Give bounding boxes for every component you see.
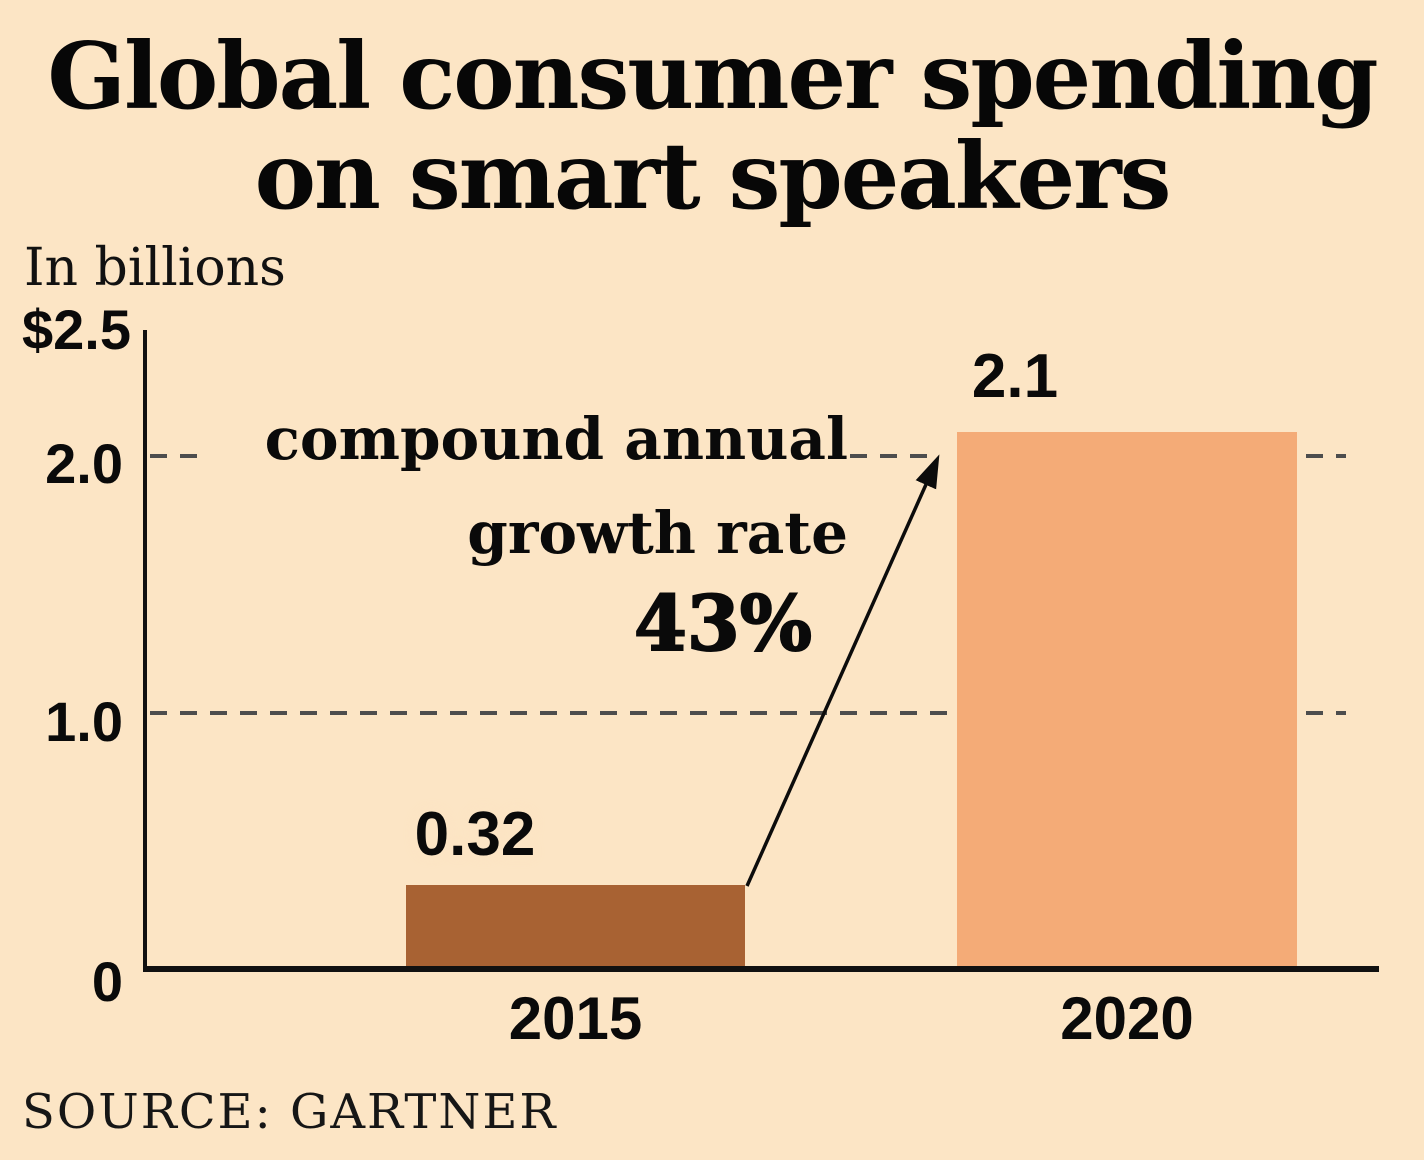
growth-rate-annotation: compound annual growth rate 43%	[264, 392, 848, 669]
y-axis-tick-0: 0	[91, 950, 123, 1013]
chart-title-line1: Global consumer spending	[47, 22, 1378, 130]
x-axis-line	[143, 966, 1379, 972]
bar-value-label-2020: 2.1	[971, 342, 1059, 411]
x-axis-label-2020: 2020	[1060, 985, 1194, 1052]
y-axis-line	[143, 330, 147, 970]
y-axis-tick-1.0: 1.0	[45, 690, 123, 753]
gridline-2.0-right-segment	[1306, 454, 1346, 458]
chart-title-line2: on smart speakers	[254, 122, 1172, 230]
chart-title: Global consumer spending on smart speake…	[0, 26, 1424, 226]
bar-value-label-2015: 0.32	[414, 800, 536, 869]
chart-subtitle: In billions	[24, 238, 286, 298]
annotation-line1: compound annual	[264, 405, 848, 473]
gridline-1.0-right-segment	[1306, 711, 1346, 715]
annotation-value: 43%	[633, 579, 813, 669]
annotation-line2: growth rate	[467, 499, 848, 567]
gridline-2.0-mid-segment	[850, 454, 934, 458]
gridline-1.0-left-segment	[150, 711, 955, 715]
bar-2015	[406, 885, 745, 966]
x-axis-label-2015: 2015	[508, 985, 643, 1052]
source-credit: SOURCE: GARTNER	[22, 1084, 558, 1140]
gridline-2.0-left-segment	[150, 454, 205, 458]
y-axis-tick-2.0: 2.0	[45, 432, 123, 495]
y-axis-top-label: $2.5	[22, 298, 131, 361]
bar-2020	[957, 432, 1297, 966]
